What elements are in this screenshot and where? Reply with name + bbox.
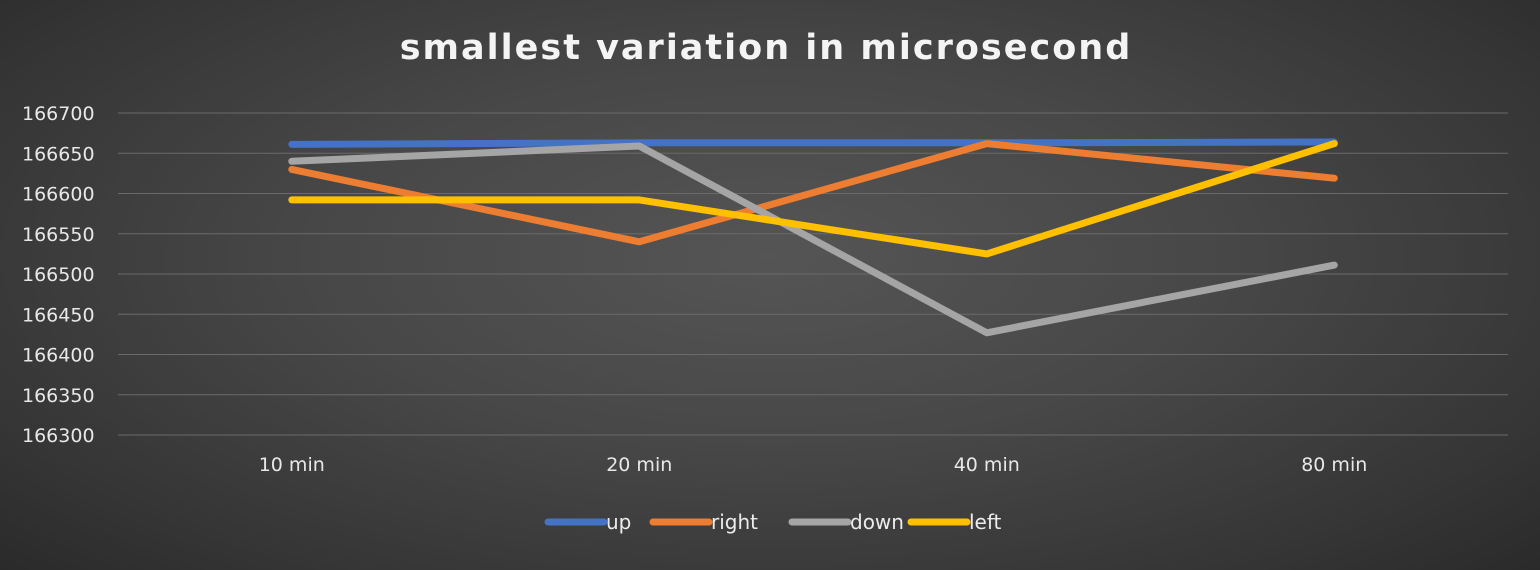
x-axis-ticks: 10 min 20 min 40 min 80 min (259, 454, 1368, 476)
series-line-up (288, 138, 1338, 148)
legend: up right down left (544, 510, 1002, 534)
legend-label-right: right (711, 510, 758, 534)
x-tick-label: 10 min (259, 454, 325, 476)
legend-label-left: left (969, 510, 1002, 534)
x-tick-label: 80 min (1301, 454, 1367, 476)
y-tick-label: 166300 (22, 425, 95, 447)
x-tick-label: 20 min (606, 454, 672, 476)
series-line-right (288, 140, 1338, 246)
y-axis-ticks: 166700 166650 166600 166550 166500 166450 1664… (22, 103, 95, 447)
legend-label-down: down (850, 510, 904, 534)
series-lines (288, 138, 1338, 337)
y-tick-label: 166500 (22, 264, 95, 286)
y-tick-label: 166600 (22, 184, 95, 206)
x-tick-label: 40 min (954, 454, 1020, 476)
legend-label-up: up (606, 510, 631, 534)
y-tick-label: 166400 (22, 345, 95, 367)
series-line-down (288, 142, 1338, 337)
y-tick-label: 166350 (22, 385, 95, 407)
y-tick-label: 166450 (22, 304, 95, 326)
y-tick-label: 166550 (22, 224, 95, 246)
chart-title: smallest variation in microsecond (399, 28, 1133, 68)
series-line-left (288, 140, 1338, 258)
y-tick-label: 166700 (22, 103, 95, 125)
y-tick-label: 166650 (22, 143, 95, 165)
